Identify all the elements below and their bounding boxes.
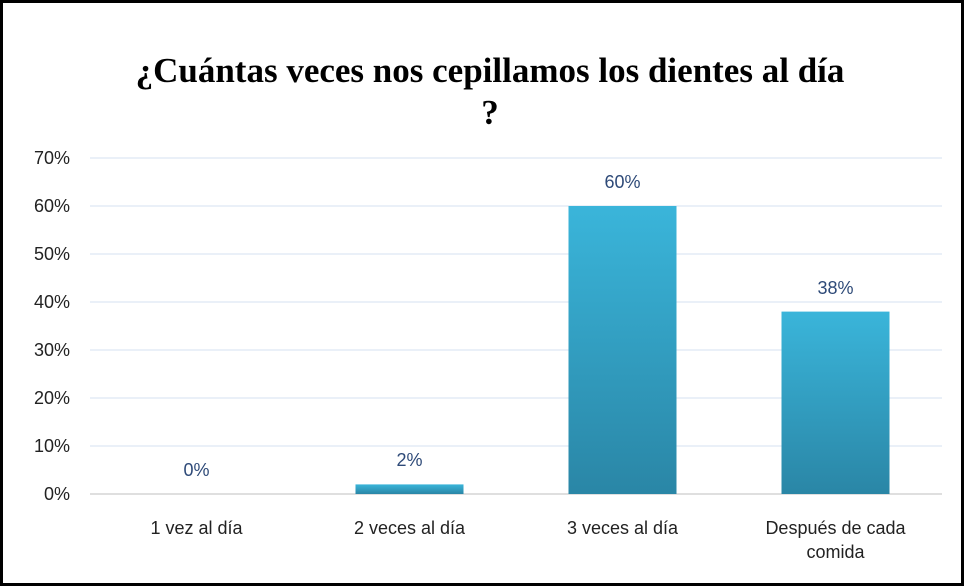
value-label: 60% [604,172,641,192]
value-label: 0% [183,460,210,480]
y-tick-label: 60% [33,196,70,216]
value-label: 2% [396,450,423,471]
bar [568,206,677,494]
y-tick-label: 40% [33,292,70,312]
y-tick-label: 20% [33,388,70,408]
y-tick-label: 30% [33,340,70,360]
y-tick-label: 10% [33,436,70,456]
y-tick-label: 70% [33,148,70,168]
x-tick-label: 1 vez al día [150,518,243,538]
y-tick-label: 0% [43,484,70,504]
x-tick-label: 2 veces al día [353,518,466,538]
value-label: 38% [817,277,854,298]
bar [355,484,464,494]
y-tick-label: 50% [33,244,70,264]
x-tick-label: 3 veces al día [566,518,679,538]
chart-title: ¿Cuántas veces nos cepillamos los diente… [135,51,845,132]
bar [781,311,890,494]
x-tick-label: Después de cada comida [765,518,906,562]
